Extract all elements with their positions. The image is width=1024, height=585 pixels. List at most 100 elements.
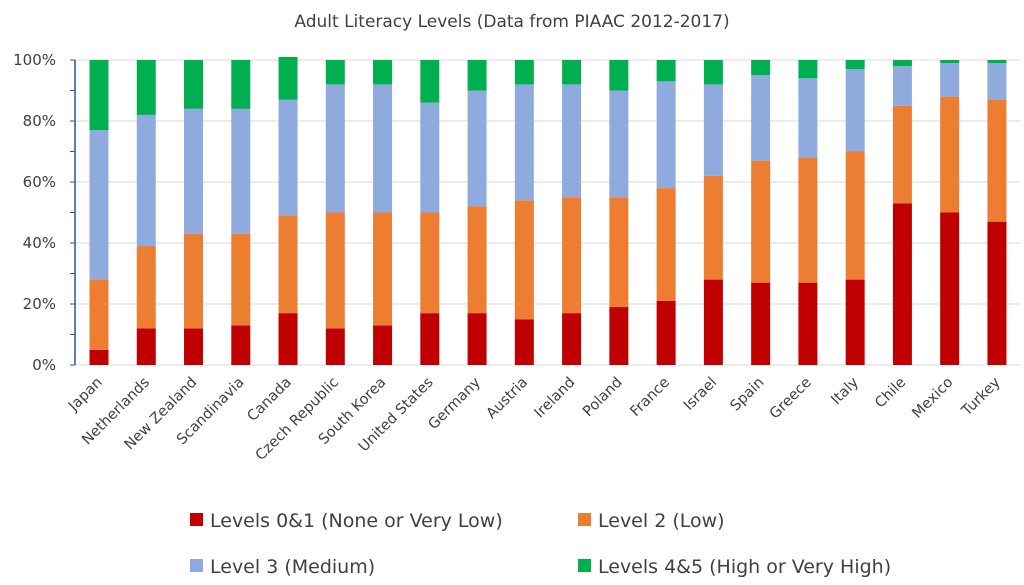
bar-segment bbox=[136, 114, 156, 247]
bar-segment bbox=[798, 78, 818, 158]
y-tick-label: 40% bbox=[23, 234, 56, 252]
bar-segment bbox=[420, 102, 440, 213]
bar-segment bbox=[751, 160, 771, 283]
y-tick-label: 60% bbox=[23, 173, 56, 191]
legend-label: Levels 4&5 (High or Very High) bbox=[598, 556, 891, 578]
bar-segment bbox=[656, 188, 676, 301]
legend-label: Levels 0&1 (None or Very Low) bbox=[210, 510, 503, 532]
x-tick-label: France bbox=[628, 374, 673, 419]
bar-segment bbox=[562, 313, 582, 365]
bar-segment bbox=[325, 60, 345, 85]
bar-segment bbox=[467, 60, 487, 91]
x-tick-label: Germany bbox=[425, 374, 484, 433]
bar-stack bbox=[467, 60, 487, 365]
bar-segment bbox=[184, 233, 204, 329]
bar-segment bbox=[136, 246, 156, 329]
y-tick-label: 0% bbox=[32, 356, 56, 374]
bar-segment bbox=[703, 84, 723, 176]
bar-segment bbox=[609, 197, 629, 308]
legend-item: Levels 4&5 (High or Very High) bbox=[578, 556, 891, 578]
bar-stack bbox=[184, 60, 204, 365]
legend-swatch bbox=[190, 513, 203, 526]
bar-stack bbox=[751, 60, 771, 365]
chart-title: Adult Literacy Levels (Data from PIAAC 2… bbox=[294, 12, 729, 32]
bar-segment bbox=[231, 60, 251, 109]
x-tick-label: Italy bbox=[828, 374, 862, 408]
bar-segment bbox=[656, 81, 676, 189]
bar-segment bbox=[987, 99, 1007, 222]
bar-stack bbox=[987, 60, 1007, 365]
bar-segment bbox=[609, 307, 629, 365]
bar-segment bbox=[892, 203, 912, 365]
bar-segment bbox=[231, 325, 251, 365]
x-tick-label: Austria bbox=[484, 375, 532, 423]
legend-swatch bbox=[578, 559, 591, 572]
bar-stack bbox=[798, 60, 818, 365]
bar-stack bbox=[892, 60, 912, 365]
x-tick-label: Chile bbox=[872, 374, 909, 411]
bar-segment bbox=[325, 212, 345, 329]
bar-stack bbox=[420, 60, 440, 365]
x-tick-label: Ireland bbox=[532, 375, 579, 422]
bar-segment bbox=[373, 60, 393, 85]
bar-segment bbox=[987, 221, 1007, 365]
bar-segment bbox=[751, 60, 771, 76]
bar-segment bbox=[562, 197, 582, 314]
bar-stack bbox=[89, 60, 109, 365]
bar-segment bbox=[940, 60, 960, 64]
bar-stack bbox=[703, 60, 723, 365]
bar-segment bbox=[89, 349, 109, 365]
bar-segment bbox=[278, 215, 298, 314]
bar-segment bbox=[514, 84, 534, 201]
bar-segment bbox=[136, 328, 156, 365]
bar-segment bbox=[420, 212, 440, 314]
bar-segment bbox=[609, 60, 629, 91]
y-tick-label: 20% bbox=[23, 295, 56, 313]
bar-segment bbox=[231, 108, 251, 234]
legend-label: Level 3 (Medium) bbox=[210, 556, 375, 578]
x-tick-label: Mexico bbox=[909, 374, 956, 421]
legend-label: Level 2 (Low) bbox=[598, 510, 725, 532]
bar-segment bbox=[514, 200, 534, 320]
bar-segment bbox=[373, 212, 393, 326]
bar-stack bbox=[373, 60, 393, 365]
bar-stack bbox=[514, 60, 534, 365]
bar-stack bbox=[562, 60, 582, 365]
bar-segment bbox=[751, 282, 771, 365]
bar-segment bbox=[940, 96, 960, 213]
legend-item: Levels 0&1 (None or Very Low) bbox=[190, 510, 503, 532]
x-tick-label: Greece bbox=[767, 374, 815, 422]
bar-segment bbox=[703, 279, 723, 365]
bar-stack bbox=[940, 60, 960, 365]
bar-segment bbox=[278, 313, 298, 365]
x-tick-label: Spain bbox=[728, 375, 768, 415]
bar-segment bbox=[420, 60, 440, 103]
bar-segment bbox=[136, 60, 156, 115]
y-tick-label: 100% bbox=[13, 51, 56, 69]
bar-segment bbox=[609, 90, 629, 198]
bar-segment bbox=[467, 313, 487, 365]
bar-segment bbox=[892, 66, 912, 106]
bar-stack bbox=[278, 56, 298, 365]
bar-segment bbox=[373, 325, 393, 365]
bar-segment bbox=[467, 90, 487, 207]
bar-segment bbox=[892, 105, 912, 204]
bar-segment bbox=[845, 151, 865, 280]
bar-segment bbox=[751, 75, 771, 161]
bar-stack bbox=[325, 60, 345, 365]
bar-segment bbox=[278, 56, 298, 100]
bar-segment bbox=[703, 175, 723, 280]
bar-segment bbox=[845, 60, 865, 70]
x-tick-label: Japan bbox=[65, 375, 106, 416]
bar-segment bbox=[89, 279, 109, 350]
bar-segment bbox=[940, 212, 960, 365]
legend-item: Level 2 (Low) bbox=[578, 510, 725, 532]
bar-segment bbox=[184, 328, 204, 365]
bar-stack bbox=[231, 60, 251, 365]
bar-segment bbox=[987, 63, 1007, 100]
bar-segment bbox=[278, 99, 298, 216]
bar-stack bbox=[845, 60, 865, 365]
x-tick-label: Poland bbox=[580, 375, 626, 421]
bar-segment bbox=[420, 313, 440, 365]
